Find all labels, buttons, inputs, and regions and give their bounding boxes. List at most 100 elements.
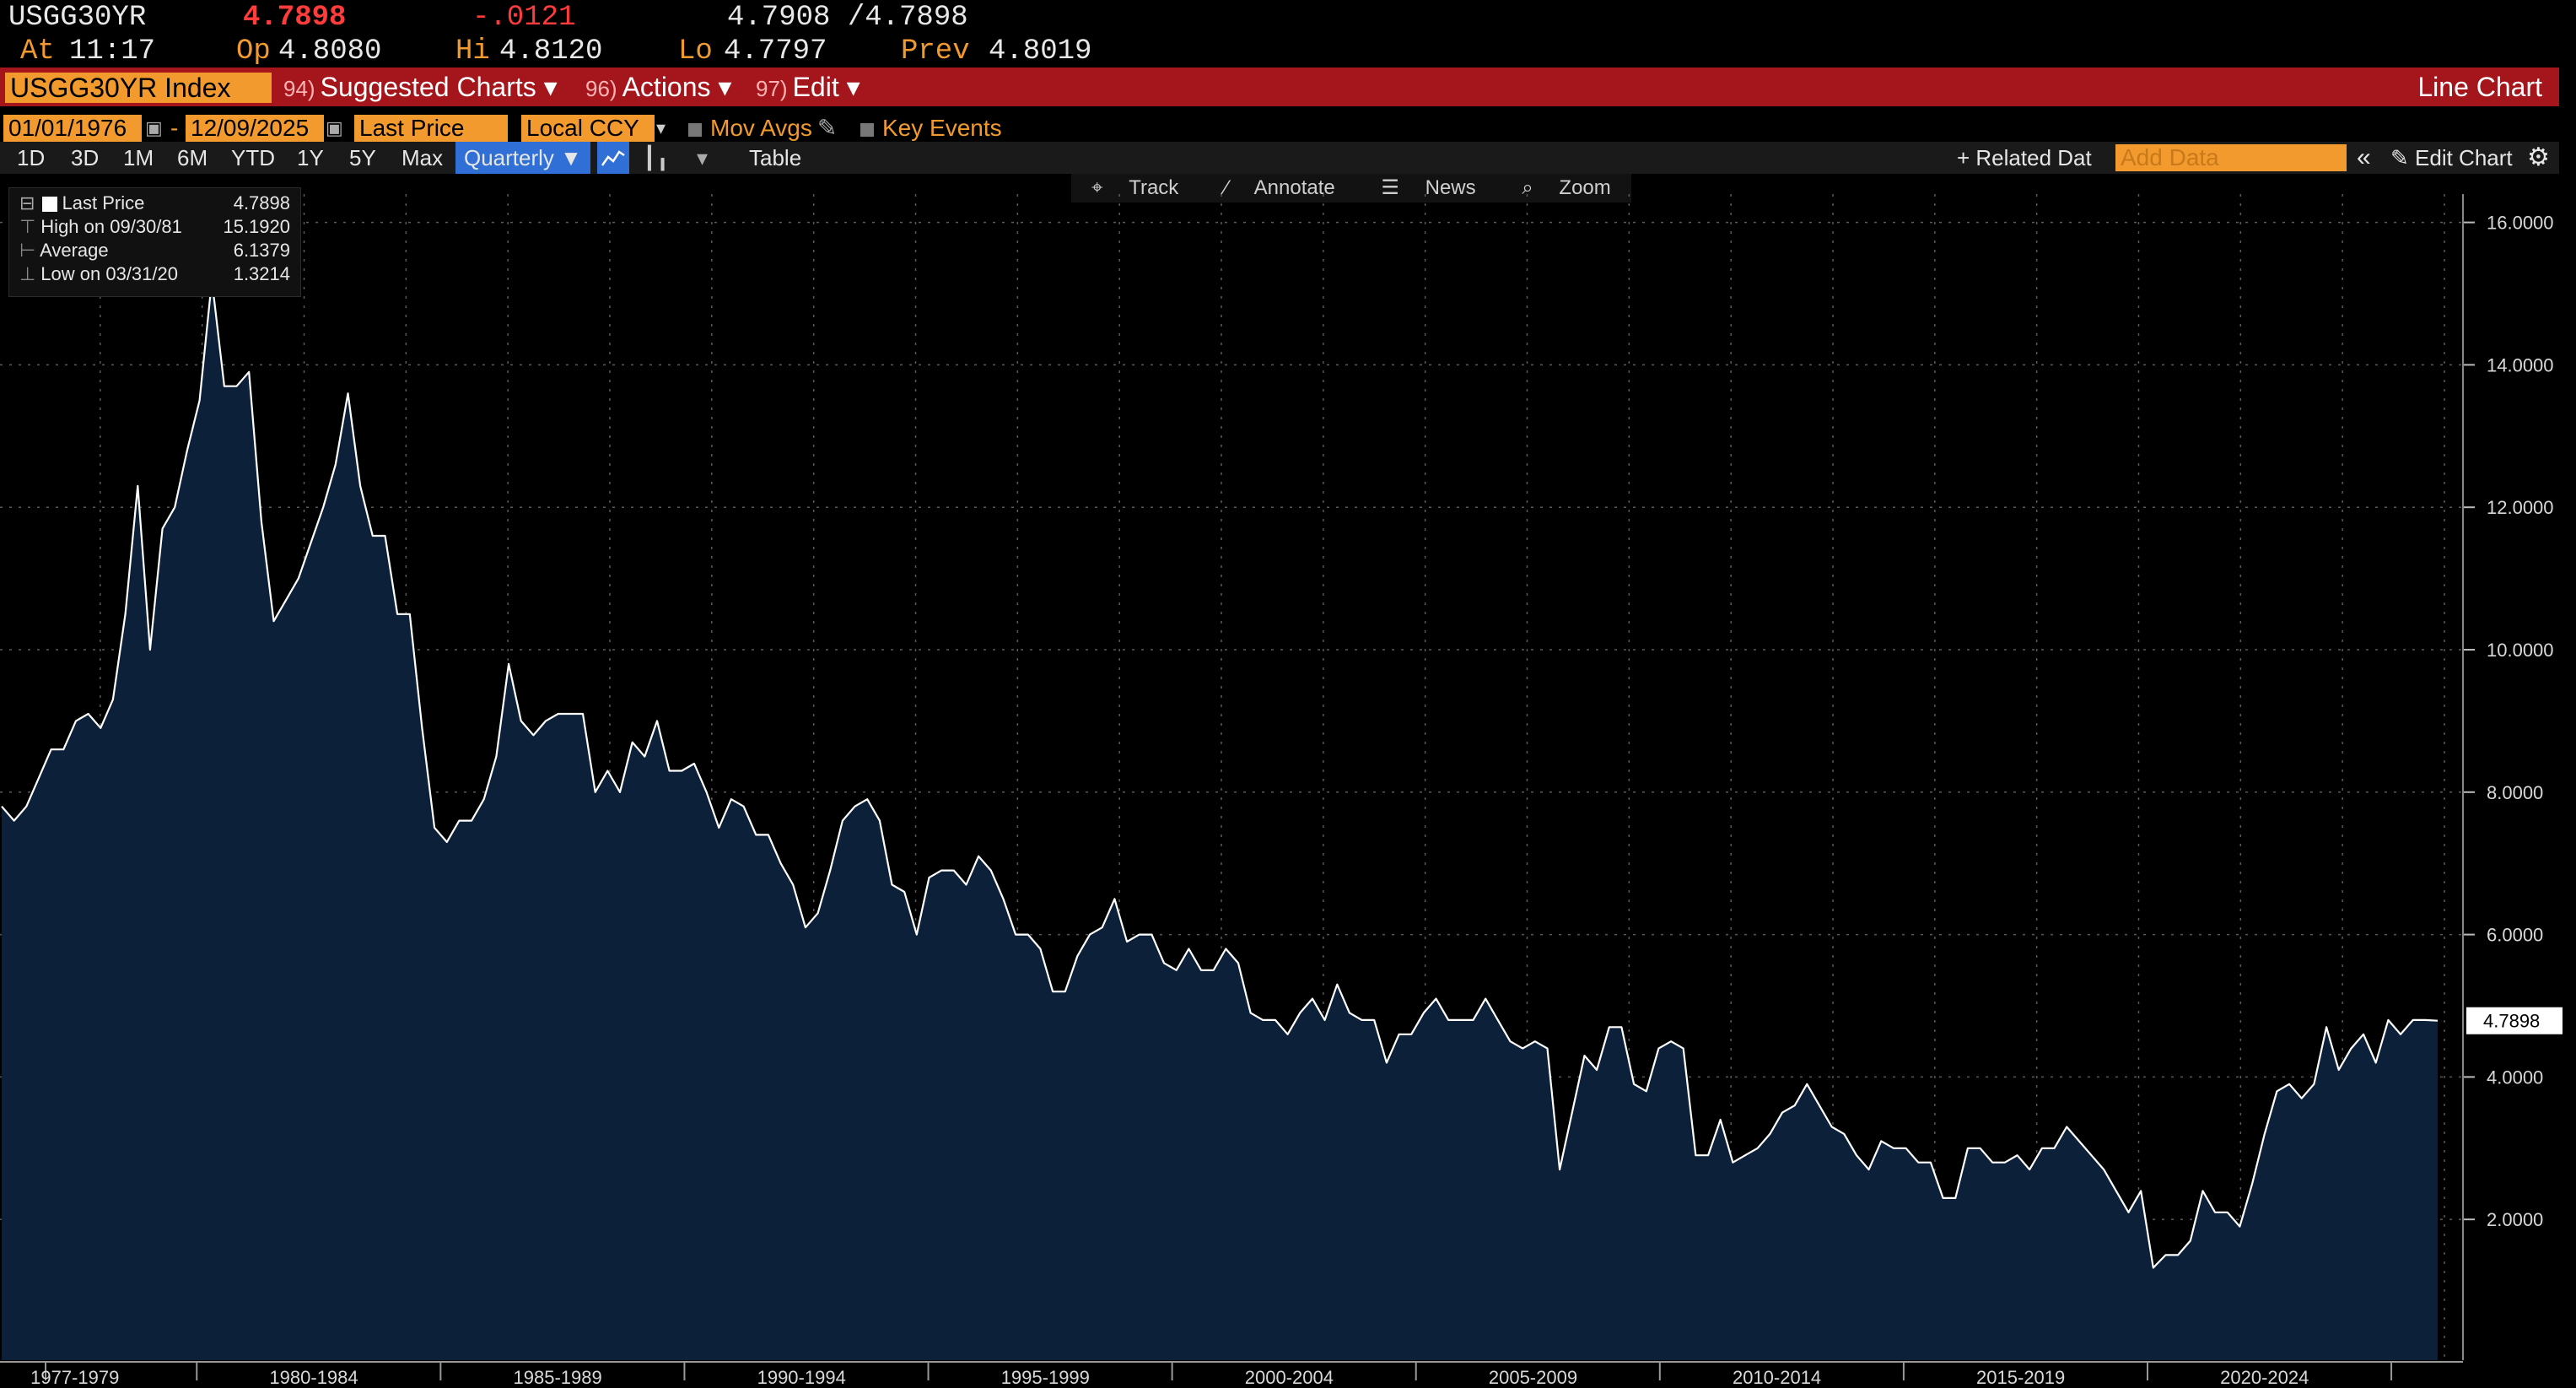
x-tick-label: 2005-2009 [1489, 1367, 1577, 1388]
high-value: 4.8120 [499, 35, 603, 68]
at-label: At [20, 35, 55, 68]
magnifier-icon: ⌕ [1522, 176, 1539, 199]
low-label: Lo [678, 35, 713, 68]
annotate-pen-icon: ⁄ [1224, 176, 1234, 199]
open-value: 4.8080 [278, 35, 382, 68]
edit-pencil-icon: ✎ [2390, 145, 2416, 170]
edit-menu[interactable]: 97) Edit ▾ [756, 68, 860, 106]
legend-low-row: ⊥ Low on 03/31/20 [19, 262, 178, 286]
collapse-icon[interactable]: « [2357, 143, 2371, 171]
y-tick-label: 10.0000 [2487, 640, 2554, 661]
quote-time: 11:17 [69, 35, 156, 68]
x-tick-label: 1995-1999 [1001, 1367, 1090, 1388]
edit-chart-button[interactable]: ✎ Edit Chart [2390, 142, 2513, 174]
start-date-field[interactable]: 01/01/1976 [3, 115, 142, 142]
y-tick-label: 14.0000 [2487, 354, 2554, 375]
legend-swatch [41, 197, 57, 213]
table-button[interactable]: Table [749, 145, 802, 170]
legend-avg-label: Average [40, 240, 109, 261]
end-date-field[interactable]: 12/09/2025 [186, 115, 324, 142]
track-label: Track [1129, 176, 1179, 199]
period-6m[interactable]: 6M [177, 145, 208, 170]
zoom-label: Zoom [1559, 176, 1611, 199]
related-data-button[interactable]: + Related Dat [1957, 145, 2092, 170]
chart-type-label: Line Chart [2417, 72, 2542, 102]
actions-label: Actions ▾ [622, 72, 732, 102]
chart-options-dropdown-icon[interactable]: ▾ [697, 145, 709, 170]
price-chart[interactable]: 2.0000 4.0000 6.0000 8.0000 10.0000 12.0000 14… [0, 174, 2576, 1388]
average-marker-icon: ⊢ [19, 240, 36, 261]
low-value: 4.7797 [724, 35, 827, 68]
legend-last-row: ⊟ Last Price [19, 192, 144, 215]
zoom-button[interactable]: ⌕ Zoom [1512, 176, 1620, 199]
currency-dropdown-icon[interactable]: ▾ [656, 117, 666, 138]
legend-avg-value: 6.1379 [233, 240, 290, 261]
period-1m[interactable]: 1M [123, 145, 154, 170]
series-area [2, 280, 2438, 1360]
period-1d[interactable]: 1D [17, 145, 46, 170]
track-button[interactable]: ⌖ Track [1081, 176, 1188, 199]
y-tick-label: 4.0000 [2487, 1067, 2543, 1088]
period-ytd[interactable]: YTD [231, 145, 275, 170]
crosshair-icon: ⌖ [1091, 176, 1109, 199]
x-tick-label: 1985-1989 [514, 1367, 602, 1388]
legend-collapse-icon[interactable]: ⊟ [19, 192, 35, 213]
edit-num: 97) [756, 76, 788, 101]
legend-low-label: Low on 03/31/20 [40, 263, 178, 284]
y-tick-label: 2.0000 [2487, 1209, 2543, 1230]
chart-legend: ⊟ Last Price 4.7898 ⊤ High on 09/30/81 1… [8, 187, 301, 297]
news-button[interactable]: ☰ News [1371, 176, 1485, 199]
field-selector[interactable]: Last Price [354, 115, 508, 142]
x-tick-label: 1980-1984 [269, 1367, 358, 1388]
gear-icon[interactable]: ⚙ [2527, 143, 2550, 171]
legend-high-label: High on 09/30/81 [40, 216, 182, 237]
current-value-label: 4.7898 [2483, 1011, 2540, 1032]
period-1y[interactable]: 1Y [297, 145, 324, 170]
start-date-calendar-icon[interactable]: ▣ [145, 117, 163, 138]
add-data-input[interactable]: Add Data [2115, 144, 2347, 171]
open-label: Op [236, 35, 271, 68]
edit-chart-label: Edit Chart [2415, 145, 2513, 170]
ticker-symbol: USGG30YR [8, 2, 147, 34]
security-field[interactable]: USGG30YR Index [5, 73, 272, 103]
suggested-charts-num: 94) [283, 76, 315, 101]
low-marker-icon: ⊥ [19, 263, 36, 284]
line-style-icon[interactable] [597, 142, 629, 174]
frequency-selector[interactable]: Quarterly ▼ [455, 142, 590, 174]
menu-bar: USGG30YR Index 94) Suggested Charts ▾ 96)… [0, 68, 2559, 106]
suggested-charts-label: Suggested Charts ▾ [320, 72, 558, 102]
chart-tools: ⌖ Track ⁄ Annotate ☰ News ⌕ Zoom [1071, 174, 1631, 203]
high-label: Hi [455, 35, 490, 68]
actions-num: 96) [585, 76, 617, 101]
x-tick-label: 1990-1994 [757, 1367, 846, 1388]
mov-avgs-checkbox[interactable] [688, 122, 702, 137]
mov-avgs-toggle[interactable]: Mov Avgs ✎ [688, 113, 837, 143]
period-3d[interactable]: 3D [71, 145, 100, 170]
actions-menu[interactable]: 96) Actions ▾ [585, 68, 731, 106]
high-marker-icon: ⊤ [19, 216, 36, 237]
suggested-charts-menu[interactable]: 94) Suggested Charts ▾ [283, 68, 558, 106]
end-date-calendar-icon[interactable]: ▣ [326, 117, 343, 138]
current-value-tag [2466, 1007, 2563, 1034]
key-events-checkbox[interactable] [860, 122, 874, 137]
period-5y[interactable]: 5Y [349, 145, 376, 170]
mov-avgs-label: Mov Avgs [710, 115, 812, 141]
annotate-button[interactable]: ⁄ Annotate [1215, 176, 1345, 199]
legend-last-label: Last Price [62, 192, 145, 213]
date-separator: - [170, 115, 179, 141]
period-max[interactable]: Max [401, 145, 444, 170]
prev-label: Prev [901, 35, 970, 68]
y-tick-label: 6.0000 [2487, 925, 2543, 946]
key-events-label: Key Events [882, 115, 1002, 141]
prev-value: 4.8019 [989, 35, 1092, 68]
x-tick-label: 1977-1979 [30, 1367, 119, 1388]
currency-selector[interactable]: Local CCY [521, 115, 655, 142]
annotate-label: Annotate [1253, 176, 1335, 199]
series-line [1, 278, 2439, 1269]
last-price: 4.7898 [243, 2, 347, 34]
candle-icon[interactable]: ┃╻ [643, 145, 670, 170]
key-events-toggle[interactable]: Key Events [860, 113, 1002, 143]
legend-low-value: 1.3214 [233, 263, 290, 284]
pencil-icon[interactable]: ✎ [816, 115, 838, 141]
y-tick-label: 12.0000 [2487, 497, 2554, 518]
